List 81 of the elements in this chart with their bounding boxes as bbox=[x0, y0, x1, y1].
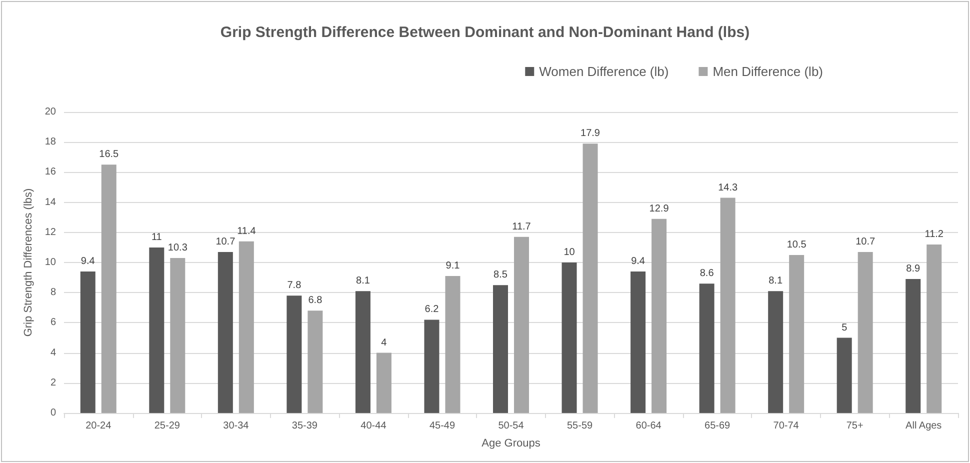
x-tick-label: 20-24 bbox=[86, 420, 112, 432]
x-tick-label: 40-44 bbox=[360, 420, 387, 432]
x-tick-label: 50-54 bbox=[498, 420, 524, 432]
bar bbox=[514, 236, 529, 413]
y-tick-label: 20 bbox=[44, 106, 56, 118]
bar bbox=[789, 254, 804, 413]
bar bbox=[80, 272, 96, 413]
data-label: 14.3 bbox=[718, 182, 738, 194]
x-tick-label: 35-39 bbox=[292, 420, 318, 432]
x-tick-label: 75+ bbox=[846, 420, 864, 432]
bar bbox=[238, 241, 254, 413]
data-label: 8.5 bbox=[494, 270, 508, 281]
data-label: 8.6 bbox=[700, 268, 714, 280]
data-label: 11.4 bbox=[237, 226, 256, 237]
data-label: 17.9 bbox=[580, 128, 600, 140]
data-label: 10.7 bbox=[216, 236, 236, 248]
data-label: 10.3 bbox=[168, 242, 188, 254]
y-tick-label: 14 bbox=[44, 196, 56, 208]
y-tick-label: 18 bbox=[44, 136, 56, 148]
bar bbox=[376, 352, 392, 413]
bar bbox=[149, 247, 164, 413]
y-tick-label: 4 bbox=[50, 347, 56, 358]
legend-label: Women Difference (lb) bbox=[539, 64, 669, 79]
x-tick-label: 65-69 bbox=[704, 420, 731, 432]
data-label: 5 bbox=[842, 322, 848, 334]
data-label: 11.7 bbox=[512, 221, 532, 232]
legend-label: Men Difference (lb) bbox=[712, 64, 824, 79]
bar bbox=[355, 291, 370, 413]
data-label: 10 bbox=[564, 247, 576, 258]
y-tick-label: 6 bbox=[50, 317, 56, 328]
data-label: 6.2 bbox=[424, 304, 440, 316]
bar bbox=[720, 198, 736, 413]
x-tick-label: 45-49 bbox=[429, 420, 456, 432]
bar bbox=[218, 252, 233, 413]
bar bbox=[308, 310, 323, 413]
x-tick-label: 70-74 bbox=[773, 420, 800, 432]
data-label: 4 bbox=[381, 337, 388, 348]
bar bbox=[101, 164, 116, 413]
data-label: 11 bbox=[151, 232, 162, 243]
bar bbox=[906, 279, 921, 413]
bar bbox=[768, 291, 784, 413]
data-label: 9.1 bbox=[446, 260, 460, 272]
y-tick-label: 12 bbox=[44, 226, 56, 238]
bar bbox=[582, 144, 598, 413]
data-label: 8.9 bbox=[906, 264, 920, 275]
data-label: 8.1 bbox=[356, 276, 370, 287]
x-tick-label: 60-64 bbox=[636, 420, 662, 432]
y-tick-label: 2 bbox=[50, 377, 56, 388]
data-label: 12.9 bbox=[649, 203, 670, 214]
y-tick-label: 0 bbox=[50, 408, 56, 418]
x-axis-title: Age Groups bbox=[482, 438, 541, 450]
y-tick-label: 8 bbox=[50, 287, 56, 298]
bar bbox=[562, 262, 577, 413]
bar bbox=[493, 285, 508, 413]
bar bbox=[858, 252, 873, 413]
data-label: 6.8 bbox=[308, 295, 323, 306]
data-label: 9.4 bbox=[80, 256, 96, 268]
data-label: 9.4 bbox=[631, 256, 646, 268]
chart-title: Grip Strength Difference Between Dominant and Non-Dominant Hand (lbs) bbox=[220, 24, 750, 41]
y-axis-title: Grip Strength Differences (lbs) bbox=[22, 188, 34, 337]
data-label: 7.8 bbox=[287, 280, 302, 292]
x-tick-label: 55-59 bbox=[566, 420, 593, 432]
bar bbox=[699, 284, 714, 413]
x-tick-label: All Ages bbox=[906, 420, 942, 432]
bar bbox=[445, 276, 460, 413]
y-tick-label: 16 bbox=[44, 166, 56, 178]
y-tick-label: 10 bbox=[44, 257, 56, 268]
data-label: 11.2 bbox=[924, 228, 944, 240]
bar bbox=[836, 338, 852, 413]
bar bbox=[630, 272, 646, 413]
x-tick-label: 30-34 bbox=[223, 420, 250, 432]
bar bbox=[424, 320, 440, 413]
bar bbox=[652, 218, 667, 413]
data-label: 10.5 bbox=[786, 239, 807, 250]
bar bbox=[926, 244, 942, 413]
bar bbox=[170, 258, 186, 413]
data-label: 16.5 bbox=[99, 149, 120, 160]
data-label: 8.1 bbox=[768, 276, 783, 287]
x-tick-label: 25-29 bbox=[154, 420, 180, 432]
data-label: 10.7 bbox=[856, 236, 876, 248]
bar bbox=[286, 296, 302, 413]
